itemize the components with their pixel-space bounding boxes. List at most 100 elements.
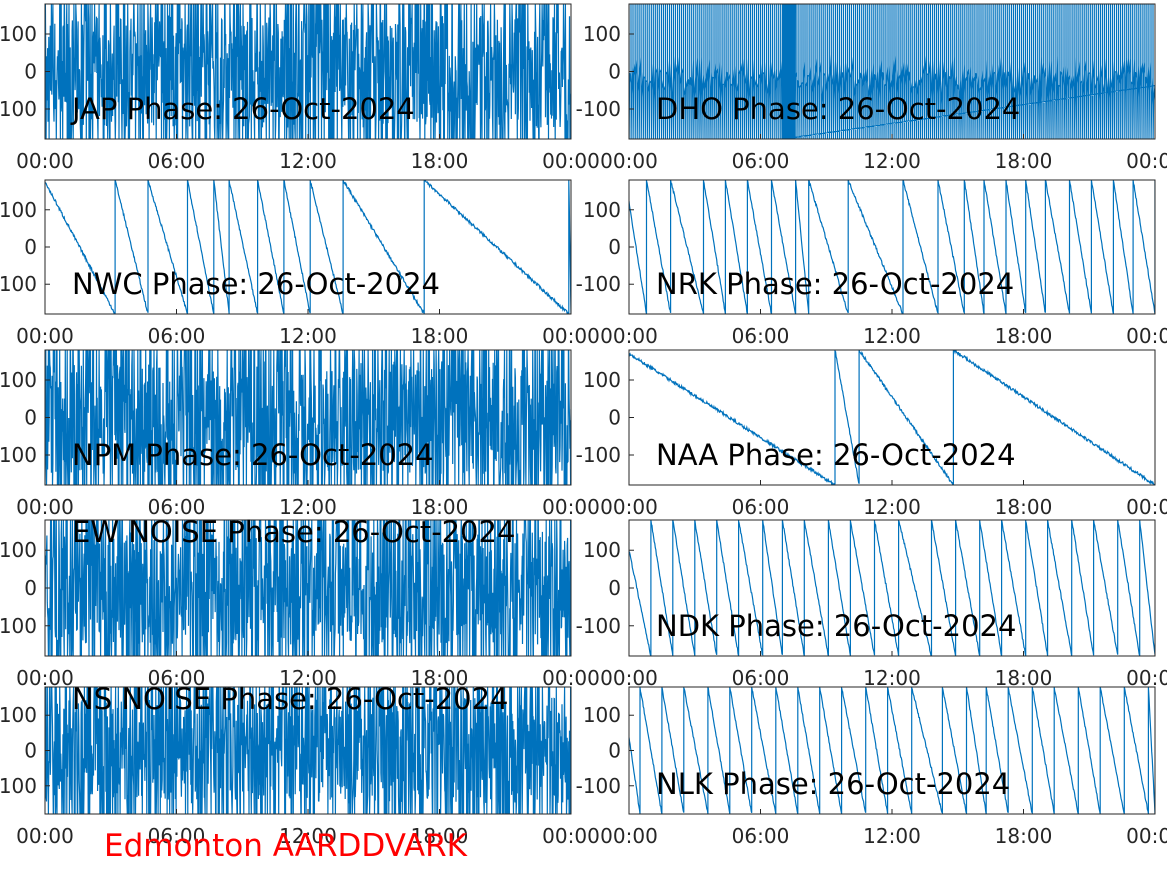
y-tick-label: 100 [0,22,37,46]
x-tick-label: 18:00 [995,495,1053,519]
phase-series-line [45,520,571,656]
x-tick-label: 00:00 [16,824,74,848]
y-tick-label: -100 [576,614,621,638]
y-tick-label: -100 [576,443,621,467]
y-tick-label: -100 [576,97,621,121]
x-tick-label: 00:00 [542,149,600,173]
y-tick-label: 0 [24,576,37,600]
y-tick-label: 100 [0,614,37,638]
y-tick-label: 100 [0,272,37,296]
chart-panel-nwc: 100 0 100 00:00 06:00 12:00 18:00 00:00 NWC Phas… [0,179,600,348]
y-tick-label: 100 [583,198,621,222]
y-tick-label: 0 [608,406,621,430]
chart-panel-jap: 100 0 100 00:00 06:00 12:00 18:00 00:00 JAP Phas… [0,3,600,173]
y-tick-label: 100 [0,538,37,562]
plot-area [629,180,1155,314]
y-tick-label: 0 [24,235,37,259]
x-tick-label: 18:00 [995,149,1053,173]
chart-panel-npm: 100 0 100 00:00 06:00 12:00 18:00 00:00 NPM Phas… [0,349,600,519]
y-tick-label: 100 [583,538,621,562]
x-tick-label: 00:00 [542,824,600,848]
x-tick-label: 00:00 [542,666,600,690]
x-tick-label: 00:00 [600,666,658,690]
x-tick-label: 06:00 [148,324,206,348]
x-tick-label: 06:00 [732,666,790,690]
station-label: Edmonton AARDDVARK [104,828,468,864]
x-tick-label: 12:00 [863,324,921,348]
x-tick-label: 00:00 [1126,824,1167,848]
phase-series-line [629,180,1155,314]
x-tick-label: 12:00 [863,824,921,848]
x-tick-label: 18:00 [995,824,1053,848]
panel-title: EW NOISE Phase: 26-Oct-2024 [72,515,515,549]
y-tick-label: 100 [0,97,37,121]
x-tick-label: 12:00 [863,495,921,519]
chart-panel-ns-noise: 100 0 100 00:00 06:00 12:00 18:00 00:00 NS NOISE… [0,682,600,848]
panel-title: NAA Phase: 26-Oct-2024 [656,438,1016,472]
x-tick-label: 00:00 [1126,324,1167,348]
y-tick-label: 0 [608,60,621,84]
x-tick-label: 18:00 [411,666,469,690]
y-tick-label: 0 [608,235,621,259]
x-tick-label: 00:00 [16,495,74,519]
y-tick-label: 0 [608,739,621,763]
x-tick-label: 06:00 [148,149,206,173]
x-tick-label: 12:00 [863,149,921,173]
panel-title: DHO Phase: 26-Oct-2024 [656,92,1020,126]
y-tick-label: 0 [24,60,37,84]
x-tick-label: 06:00 [732,324,790,348]
x-tick-label: 06:00 [148,495,206,519]
x-tick-label: 00:00 [16,149,74,173]
y-tick-label: 100 [0,703,37,727]
y-tick-label: 100 [0,774,37,798]
panel-title: NWC Phase: 26-Oct-2024 [72,267,440,301]
chart-panel-ndk: 100 0 -100 00:00 06:00 12:00 18:00 00:00 NDK Pha… [576,519,1167,690]
x-tick-label: 00:00 [600,495,658,519]
x-tick-label: 00:00 [16,666,74,690]
x-tick-label: 00:00 [542,324,600,348]
y-tick-label: 0 [24,406,37,430]
chart-panel-naa: 100 0 -100 00:00 06:00 12:00 18:00 00:00 NAA Pha… [576,349,1167,519]
phase-series-line [45,350,571,485]
x-tick-label: 00:00 [16,324,74,348]
x-tick-label: 18:00 [995,324,1053,348]
chart-panel-ew-noise: 100 0 100 00:00 06:00 12:00 18:00 00:00 EW NOISE… [0,515,600,690]
x-tick-label: 12:00 [279,149,337,173]
phase-series-line [629,4,1155,139]
x-tick-label: 18:00 [411,324,469,348]
x-tick-label: 06:00 [148,666,206,690]
plot-area [629,350,1155,485]
y-tick-label: 0 [24,739,37,763]
y-tick-label: -100 [576,774,621,798]
panel-title: NS NOISE Phase: 26-Oct-2024 [72,682,509,716]
x-tick-label: 12:00 [279,495,337,519]
y-tick-label: 100 [0,368,37,392]
x-tick-label: 00:00 [600,149,658,173]
panel-title: NLK Phase: 26-Oct-2024 [656,767,1010,801]
x-tick-label: 18:00 [411,824,469,848]
x-tick-label: 06:00 [732,149,790,173]
y-tick-label: 100 [0,443,37,467]
y-tick-label: 100 [0,198,37,222]
phase-series-line [629,687,1155,814]
phase-series-line [45,180,571,314]
plot-area [45,180,571,314]
panel-title: NRK Phase: 26-Oct-2024 [656,267,1014,301]
chart-panel-nlk: 100 0 -100 00:00 06:00 12:00 18:00 00:00 NLK Pha… [576,686,1167,848]
x-tick-label: 06:00 [732,824,790,848]
chart-panel-nrk: 100 0 -100 00:00 06:00 12:00 18:00 00:00 NRK Pha… [576,179,1167,348]
y-tick-label: 100 [583,368,621,392]
panel-title: NPM Phase: 26-Oct-2024 [72,438,434,472]
x-tick-label: 00:00 [1126,495,1167,519]
phase-series-line [629,520,1155,656]
x-tick-label: 00:00 [1126,666,1167,690]
y-tick-label: 100 [583,22,621,46]
x-tick-label: 00:00 [1126,149,1167,173]
x-tick-label: 18:00 [995,666,1053,690]
x-tick-label: 12:00 [279,824,337,848]
y-tick-label: -100 [576,272,621,296]
phase-series-line [45,4,571,139]
panel-title: JAP Phase: 26-Oct-2024 [70,92,415,126]
x-tick-label: 06:00 [732,495,790,519]
x-tick-label: 12:00 [279,324,337,348]
